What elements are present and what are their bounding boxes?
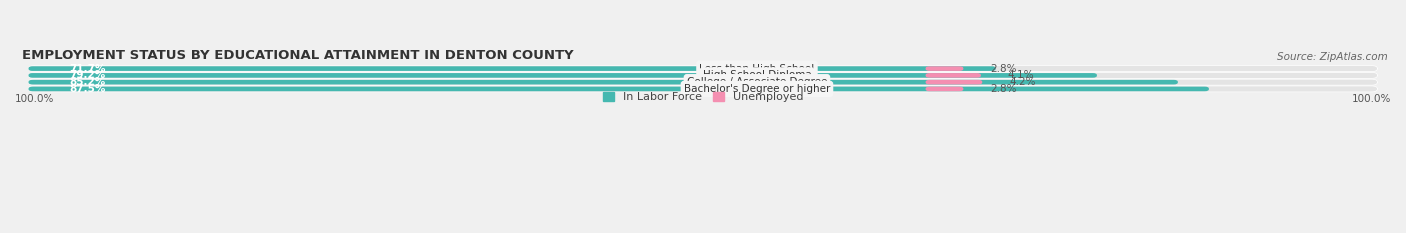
FancyBboxPatch shape bbox=[28, 73, 1097, 78]
Text: Less than High School: Less than High School bbox=[699, 64, 814, 74]
FancyBboxPatch shape bbox=[28, 72, 1378, 78]
Text: 2.8%: 2.8% bbox=[990, 84, 1017, 94]
Text: Bachelor's Degree or higher: Bachelor's Degree or higher bbox=[683, 84, 830, 94]
Text: 4.2%: 4.2% bbox=[1010, 77, 1036, 87]
Text: 87.5%: 87.5% bbox=[69, 84, 105, 94]
Text: 85.2%: 85.2% bbox=[69, 77, 105, 87]
Text: 100.0%: 100.0% bbox=[15, 94, 55, 104]
FancyBboxPatch shape bbox=[925, 66, 963, 71]
Text: High School Diploma: High School Diploma bbox=[703, 70, 811, 80]
Text: 2.8%: 2.8% bbox=[990, 64, 1017, 74]
FancyBboxPatch shape bbox=[28, 80, 1178, 85]
FancyBboxPatch shape bbox=[28, 86, 1378, 92]
FancyBboxPatch shape bbox=[925, 73, 981, 78]
Text: Source: ZipAtlas.com: Source: ZipAtlas.com bbox=[1278, 52, 1388, 62]
FancyBboxPatch shape bbox=[925, 87, 963, 91]
Text: College / Associate Degree: College / Associate Degree bbox=[686, 77, 827, 87]
Text: 100.0%: 100.0% bbox=[1351, 94, 1391, 104]
Text: 79.2%: 79.2% bbox=[69, 70, 105, 80]
Text: 71.7%: 71.7% bbox=[69, 64, 105, 74]
FancyBboxPatch shape bbox=[28, 79, 1378, 85]
Legend: In Labor Force, Unemployed: In Labor Force, Unemployed bbox=[598, 87, 808, 107]
FancyBboxPatch shape bbox=[28, 87, 1209, 91]
FancyBboxPatch shape bbox=[28, 66, 995, 71]
Text: EMPLOYMENT STATUS BY EDUCATIONAL ATTAINMENT IN DENTON COUNTY: EMPLOYMENT STATUS BY EDUCATIONAL ATTAINM… bbox=[22, 49, 574, 62]
FancyBboxPatch shape bbox=[925, 80, 983, 85]
Text: 4.1%: 4.1% bbox=[1008, 70, 1035, 80]
FancyBboxPatch shape bbox=[28, 66, 1378, 72]
